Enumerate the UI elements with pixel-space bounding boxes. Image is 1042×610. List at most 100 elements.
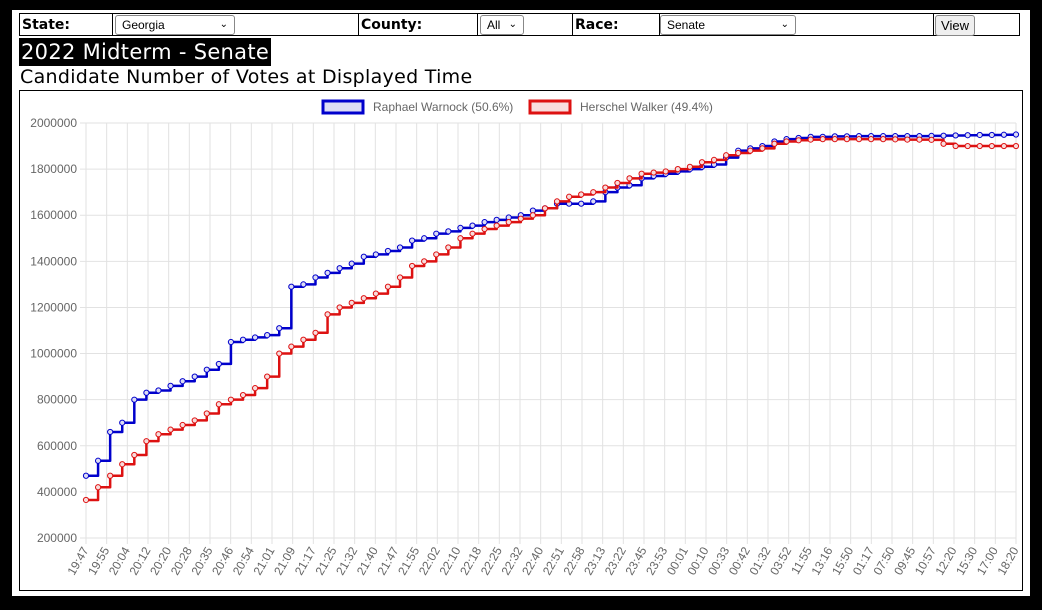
legend-swatch [321, 99, 365, 115]
data-point [312, 329, 319, 336]
race-select-value: Senate [667, 18, 706, 32]
data-point [167, 382, 174, 389]
data-point [590, 189, 597, 196]
data-point [372, 251, 379, 258]
state-select-value: Georgia [122, 18, 165, 32]
view-button[interactable]: View [935, 15, 975, 36]
data-point [759, 145, 766, 152]
data-point [143, 438, 150, 445]
data-point [215, 360, 222, 368]
data-point [300, 336, 307, 343]
y-tick-label: 800000 [37, 393, 77, 407]
chevron-down-icon: ⌄ [780, 19, 789, 30]
data-point [553, 198, 561, 205]
data-point [239, 391, 247, 399]
data-point [227, 396, 235, 403]
state-label-cell: State: [20, 14, 113, 35]
data-point [94, 484, 102, 491]
race-select[interactable]: Senate ⌄ [660, 15, 796, 35]
data-point [807, 136, 814, 143]
data-point [771, 140, 778, 147]
data-point [686, 163, 693, 170]
data-point [698, 159, 706, 166]
data-point [288, 283, 295, 290]
data-point [445, 228, 452, 235]
data-point [602, 184, 609, 191]
data-point [215, 401, 222, 408]
data-point [988, 131, 995, 139]
data-point [324, 311, 331, 318]
chevron-down-icon: ⌄ [508, 19, 517, 30]
data-point [674, 166, 681, 173]
race-select-cell: Senate ⌄ [660, 14, 934, 35]
data-point [396, 244, 404, 251]
data-point [409, 262, 416, 270]
data-point [1012, 142, 1020, 150]
data-point [843, 136, 851, 143]
data-point [82, 472, 90, 479]
y-tick-label: 1400000 [30, 254, 77, 268]
data-point [662, 168, 669, 175]
data-point [131, 396, 138, 403]
data-point [855, 136, 863, 143]
data-point [360, 295, 367, 302]
state-select[interactable]: Georgia ⌄ [115, 15, 235, 35]
data-point [650, 169, 657, 176]
data-point [481, 225, 488, 233]
data-point [155, 387, 162, 394]
data-point [952, 142, 959, 150]
data-point [976, 131, 983, 139]
data-point [867, 136, 875, 143]
data-point [251, 334, 259, 341]
data-point [626, 175, 633, 182]
data-point [191, 417, 198, 424]
race-label-cell: Race: [573, 14, 660, 35]
chart-title: Candidate Number of Votes at Displayed T… [20, 66, 473, 88]
data-point [723, 152, 730, 159]
legend-label: Raphael Warnock (50.6%) [373, 100, 513, 114]
county-select[interactable]: All ⌄ [480, 15, 524, 35]
y-tick-label: 400000 [37, 485, 77, 499]
data-point [566, 193, 573, 200]
data-point [348, 299, 355, 306]
y-tick-label: 1200000 [30, 300, 77, 314]
data-point [360, 253, 367, 260]
data-point [143, 389, 150, 396]
data-point [131, 451, 138, 459]
data-point [710, 156, 718, 163]
data-point [904, 136, 911, 143]
county-select-cell: All ⌄ [478, 14, 573, 35]
data-point [276, 350, 283, 357]
y-tick-label: 1600000 [30, 208, 77, 222]
data-point [481, 219, 488, 226]
data-point [1012, 131, 1020, 138]
view-button-cell: View [934, 14, 1019, 36]
data-point [541, 205, 549, 212]
data-point [469, 230, 476, 237]
data-point [119, 461, 126, 468]
y-tick-label: 2000000 [30, 116, 77, 130]
data-point [179, 421, 186, 429]
legend-label: Herschel Walker (49.4%) [580, 100, 713, 114]
data-point [409, 237, 416, 244]
page-title: 2022 Midterm - Senate [19, 38, 272, 66]
data-point [747, 147, 754, 154]
data-point [191, 373, 198, 380]
y-tick-label: 600000 [37, 439, 77, 453]
data-point [819, 136, 826, 143]
data-point [203, 410, 210, 417]
data-point [107, 428, 114, 436]
data-point [1000, 142, 1008, 150]
data-point [493, 222, 500, 229]
data-point [505, 219, 512, 226]
data-point [348, 260, 355, 267]
race-label: Race: [575, 16, 619, 33]
data-point [928, 136, 935, 143]
data-point [421, 258, 428, 265]
data-point [119, 419, 126, 426]
state-label: State: [22, 16, 71, 33]
county-label-cell: County: [359, 14, 478, 35]
data-point [107, 472, 114, 479]
page-frame: State: Georgia ⌄ County: All ⌄ Race: Sen… [12, 10, 1030, 596]
data-point [831, 136, 838, 143]
